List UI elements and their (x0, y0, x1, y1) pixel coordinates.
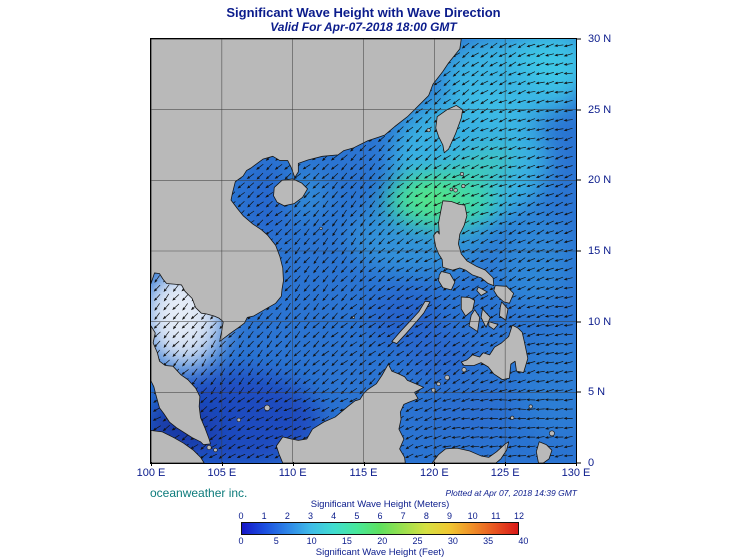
colorbar-meter-tick-label: 1 (261, 511, 267, 521)
colorbar-meter-tick-label: 9 (446, 511, 453, 521)
y-tick-label: 30 N (588, 33, 612, 45)
colorbar-feet-ticks: 0 5 10 15 20 25 30 35 40 (238, 536, 528, 547)
wave-map-svg (151, 39, 576, 463)
colorbar-title-meters: Significant Wave Height (Meters) (310, 499, 450, 510)
land-layer (151, 39, 554, 463)
colorbar-feet-tick-label: 20 (377, 536, 388, 546)
colorbar-meter-tick-label: 10 (467, 511, 478, 521)
chart-title: Significant Wave Height with Wave Direct… (226, 5, 501, 20)
x-tick-mark (292, 462, 294, 466)
x-tick-label: 130 E (561, 467, 591, 479)
colorbar-feet-tick-label: 15 (341, 536, 352, 546)
colorbar-meter-tick-label: 5 (354, 511, 360, 521)
colorbar-meter-tick-label: 8 (423, 511, 429, 521)
x-tick-mark (151, 462, 152, 466)
colorbar-meter-tick-label: 7 (400, 511, 406, 521)
colorbar-gradient (241, 522, 519, 535)
y-tick-label: 5 N (588, 386, 606, 399)
colorbar-feet-tick-label: 30 (447, 536, 458, 546)
y-tick-label: 15 N (588, 245, 612, 257)
y-tick-label: 10 N (588, 315, 612, 328)
y-tick-mark (577, 109, 581, 111)
lat-lon-gridlines (151, 39, 576, 463)
y-tick-mark (577, 391, 581, 393)
colorbar-meter-tick-label: 2 (284, 511, 290, 521)
x-tick-mark (505, 462, 507, 466)
y-tick-mark (577, 179, 581, 181)
colorbar-feet-tick-label: 0 (238, 536, 244, 546)
colorbar-feet-tick-label: 10 (306, 536, 317, 546)
y-tick-mark (577, 462, 581, 464)
colorbar-meter-tick-label: 0 (238, 511, 244, 521)
y-tick-label: 0 (588, 457, 595, 469)
x-tick-label: 125 E (490, 467, 520, 479)
credit-text: oceanweather inc. (150, 486, 248, 500)
x-tick-label: 120 E (419, 467, 449, 479)
colorbar-meter-tick-label: 6 (377, 511, 383, 521)
x-tick-label: 100 E (136, 467, 166, 479)
colorbar-meter-tick-label: 4 (331, 511, 337, 521)
plotted-timestamp: Plotted at Apr 07, 2018 14:39 GMT (445, 488, 577, 498)
colorbar-meter-tick-label: 3 (307, 511, 314, 521)
x-tick-label: 105 E (207, 467, 237, 479)
colorbar-feet-tick-label: 40 (518, 536, 529, 546)
y-tick-mark (577, 38, 581, 40)
map-plot-area (150, 38, 577, 464)
chart-subtitle: Valid For Apr-07-2018 18:00 GMT (270, 20, 457, 34)
x-tick-mark (363, 462, 365, 466)
colorbar-meter-ticks: 0 1 2 3 4 5 6 7 8 9 10 11 12 (238, 511, 524, 522)
x-axis-longitude: 100 E 105 E 110 E 115 E 120 E 125 E 130 E (137, 462, 590, 481)
colorbar-feet-tick-label: 35 (483, 536, 494, 546)
x-tick-mark (221, 462, 223, 466)
colorbar-feet-tick-label: 25 (412, 536, 423, 546)
x-tick-mark (434, 462, 436, 466)
y-tick-label: 25 N (588, 103, 612, 116)
colorbar-feet-tick-label: 5 (273, 536, 279, 546)
y-axis-latitude: 30 N 25 N 20 N 15 N 10 N 5 N 0 (577, 33, 624, 469)
colorbar-meter-tick-label: 11 (491, 511, 501, 521)
colorbar-meter-tick-label: 12 (513, 511, 525, 521)
y-tick-mark (577, 250, 581, 252)
colorbar-title-feet: Significant Wave Height (Feet) (315, 547, 445, 558)
y-tick-mark (577, 321, 581, 323)
x-tick-label: 115 E (349, 467, 378, 479)
x-tick-label: 110 E (278, 467, 307, 479)
x-tick-mark (576, 462, 577, 466)
y-tick-label: 20 N (588, 174, 612, 187)
